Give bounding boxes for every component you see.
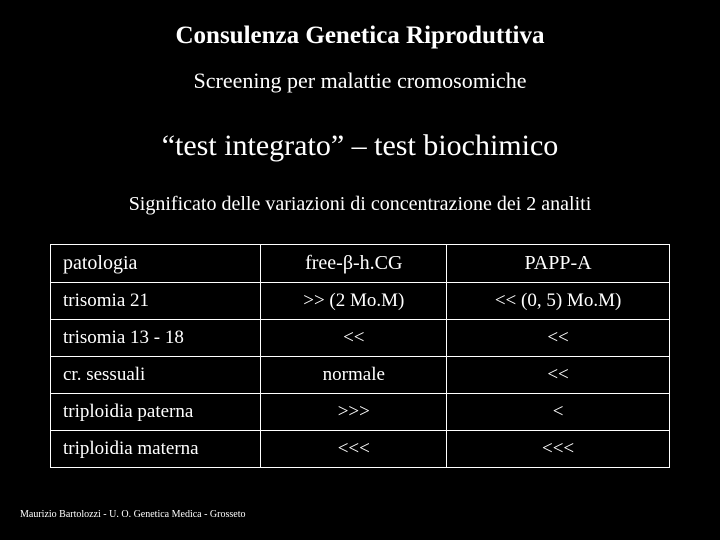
table-row: triploidia paterna >>> < [51,394,670,431]
cell-patologia: cr. sessuali [51,357,261,394]
col-header-papp-a: PAPP-A [447,245,670,283]
cell-patologia: triploidia materna [51,431,261,468]
col-header-patologia: patologia [51,245,261,283]
subtitle-significato: Significato delle variazioni di concentr… [0,163,720,216]
table-header-row: patologia free-β-h.CG PAPP-A [51,245,670,283]
cell-patologia: triploidia paterna [51,394,261,431]
cell-pappa: <<< [447,431,670,468]
cell-hcg: >>> [261,394,447,431]
table-row: cr. sessuali normale << [51,357,670,394]
cell-pappa: << (0, 5) Mo.M) [447,283,670,320]
cell-patologia: trisomia 13 - 18 [51,320,261,357]
table-row: triploidia materna <<< <<< [51,431,670,468]
subtitle-test-integrato: “test integrato” – test biochimico [0,94,720,163]
cell-hcg: >> (2 Mo.M) [261,283,447,320]
table-row: trisomia 13 - 18 << << [51,320,670,357]
cell-hcg: normale [261,357,447,394]
biochem-table: patologia free-β-h.CG PAPP-A trisomia 21… [50,244,670,468]
cell-hcg: << [261,320,447,357]
cell-pappa: << [447,320,670,357]
cell-pappa: << [447,357,670,394]
page-title: Consulenza Genetica Riproduttiva [0,0,720,50]
cell-hcg: <<< [261,431,447,468]
table-row: trisomia 21 >> (2 Mo.M) << (0, 5) Mo.M) [51,283,670,320]
footer-credit: Maurizio Bartolozzi - U. O. Genetica Med… [20,509,245,520]
col-header-free-beta-hcg: free-β-h.CG [261,245,447,283]
cell-pappa: < [447,394,670,431]
subtitle-screening: Screening per malattie cromosomiche [0,50,720,94]
cell-patologia: trisomia 21 [51,283,261,320]
